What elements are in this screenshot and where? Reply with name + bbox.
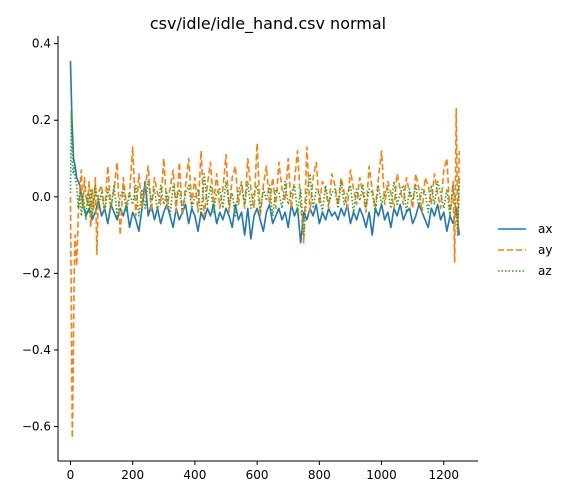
x-tick-label: 600 xyxy=(246,468,269,482)
x-tick-label: 200 xyxy=(121,468,144,482)
y-tick-label: 0.0 xyxy=(32,190,51,204)
x-tick-label: 1200 xyxy=(429,468,460,482)
y-tick-label: 0.2 xyxy=(32,113,51,127)
series-line-ax xyxy=(69,60,461,244)
axes: 0 200 400 600 800 1000 1200 −0.6 −0.4 −0.2 0.0 0.2 0… xyxy=(22,36,478,482)
legend-label-ax: ax xyxy=(538,222,552,236)
y-tick-label: 0.4 xyxy=(32,37,51,51)
x-tick-label: 400 xyxy=(183,468,206,482)
plot-area xyxy=(69,60,461,439)
series-line-ay xyxy=(69,107,461,439)
x-tick-label: 1000 xyxy=(366,468,397,482)
chart-title: csv/idle/idle_hand.csv normal xyxy=(150,14,386,34)
x-tick-label: 800 xyxy=(308,468,331,482)
legend: ax ay az xyxy=(498,222,552,278)
series-line-az xyxy=(69,109,461,236)
y-tick-label: −0.2 xyxy=(22,266,51,280)
y-tick-label: −0.6 xyxy=(22,420,51,434)
legend-label-az: az xyxy=(538,264,552,278)
x-tick-label: 0 xyxy=(67,468,75,482)
y-tick-label: −0.4 xyxy=(22,343,51,357)
legend-label-ay: ay xyxy=(538,243,552,257)
